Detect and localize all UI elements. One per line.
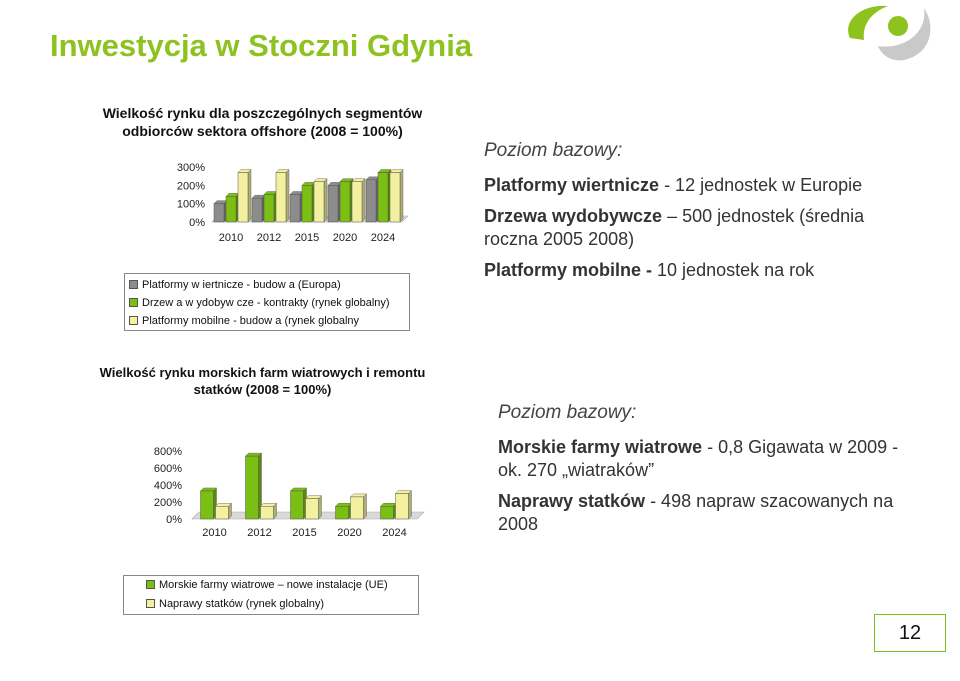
company-logo-icon (848, 5, 931, 61)
y-tick-label: 200% (154, 497, 182, 509)
legend-item: Platformy mobilne - budow a (rynek globa… (129, 315, 359, 327)
bar (290, 490, 304, 520)
bar (225, 196, 237, 223)
x-tick-label: 2024 (371, 232, 395, 244)
side1-item-3: Platformy mobilne - 10 jednostek na rok (484, 260, 815, 280)
bar (395, 493, 409, 520)
y-tick-label: 800% (154, 446, 182, 458)
bar (237, 172, 249, 223)
x-tick-label: 2020 (333, 232, 357, 244)
y-tick-label: 200% (177, 180, 205, 192)
bar-side (285, 169, 290, 223)
y-tick-label: 300% (177, 162, 205, 174)
bar-top (215, 503, 232, 507)
bar (327, 185, 339, 223)
side1-item-2: Drzewa wydobywcze – 500 jednostek (średn… (484, 206, 865, 249)
bar (350, 496, 364, 520)
legend-swatch (129, 316, 138, 325)
bar (251, 197, 263, 223)
legend-item: Morskie farmy wiatrowe – nowe instalacje… (146, 579, 388, 591)
bar (377, 172, 389, 223)
legend-swatch (129, 298, 138, 307)
bar (289, 194, 301, 223)
bar (305, 498, 319, 520)
bar-side (318, 495, 322, 520)
bar (213, 203, 225, 223)
legend-swatch (129, 280, 138, 289)
legend-label: Platformy mobilne - budow a (rynek globa… (142, 315, 360, 327)
legend-label: Morskie farmy wiatrowe – nowe instalacje… (159, 579, 388, 591)
y-tick-label: 100% (177, 199, 205, 211)
chart1-title: Wielkość rynku dla poszczególnych segmen… (102, 105, 423, 139)
bar (335, 506, 349, 520)
bar (215, 506, 229, 520)
chart2-legend: Morskie farmy wiatrowe – nowe instalacje… (123, 575, 419, 615)
chart2-title: Wielkość rynku morskich farm wiatrowych … (99, 365, 426, 397)
page-number: 12 (874, 614, 946, 652)
bar (339, 181, 351, 223)
bar (351, 181, 363, 223)
side2-heading: Poziom bazowy: (498, 402, 637, 423)
x-tick-label: 2015 (292, 527, 316, 539)
bar-top (305, 495, 322, 499)
legend-label: Naprawy statków (rynek globalny) (159, 598, 325, 610)
bar (380, 506, 394, 520)
x-tick-label: 2010 (219, 232, 243, 244)
bar (263, 194, 275, 223)
y-tick-label: 0% (166, 514, 182, 526)
legend-swatch (146, 580, 155, 589)
y-tick-label: 600% (154, 463, 182, 475)
legend-item: Drzew a w ydobyw cze - kontrakty (rynek … (129, 297, 390, 309)
x-tick-label: 2020 (337, 527, 361, 539)
slide-title: Inwestycja w Stoczni Gdynia (50, 28, 473, 63)
legend-label: Drzew a w ydobyw cze - kontrakty (rynek … (142, 297, 390, 309)
side2-item-1: Morskie farmy wiatrowe - 0,8 Gigawata w … (498, 437, 899, 480)
legend-label: Platformy w iertnicze - budow a (Europa) (142, 279, 341, 291)
bar-side (363, 493, 367, 520)
bar-top (350, 493, 367, 498)
bar-top (290, 487, 307, 492)
bar (365, 179, 377, 223)
bar-side (361, 178, 366, 223)
bar-top (335, 503, 352, 507)
bar-top (260, 503, 277, 507)
x-tick-label: 2012 (247, 527, 271, 539)
chart1-offshore-segments: 300% 200% 100% 0% 2010 2012 2015 2020 2024 (177, 162, 409, 244)
bar-side (323, 178, 328, 223)
bar (245, 455, 259, 520)
bar (313, 181, 325, 223)
y-tick-label: 0% (189, 217, 205, 229)
side-text-2: Poziom bazowy: Morskie farmy wiatrowe - … (498, 402, 918, 536)
x-tick-label: 2024 (382, 527, 406, 539)
x-tick-label: 2015 (295, 232, 319, 244)
y-tick-label: 400% (154, 480, 182, 492)
bar-top (380, 503, 397, 507)
x-tick-label: 2012 (257, 232, 281, 244)
bar (389, 172, 401, 223)
bar-top (395, 490, 412, 494)
side1-heading: Poziom bazowy: (484, 140, 623, 161)
bar (275, 172, 287, 223)
bar (301, 185, 313, 223)
bar (260, 506, 274, 520)
bar-top (200, 487, 217, 492)
side-text-1: Poziom bazowy: Platformy wiertnicze - 12… (484, 140, 904, 282)
bar-side (408, 490, 412, 520)
legend-item: Platformy w iertnicze - budow a (Europa) (129, 279, 341, 291)
side1-item-1: Platformy wiertnicze - 12 jednostek w Eu… (484, 175, 863, 195)
x-tick-label: 2010 (202, 527, 226, 539)
bar-side (399, 169, 404, 223)
bar-top (245, 452, 262, 457)
side2-item-2: Naprawy statków - 498 napraw szacowanych… (498, 491, 894, 534)
legend-item: Naprawy statków (rynek globalny) (146, 598, 324, 610)
chart2-wind-farms-repairs: 800% 600% 400% 200% 0% 2010 2012 2015 2020 2024 (154, 446, 425, 539)
chart1-legend: Platformy w iertnicze - budow a (Europa)… (124, 273, 410, 331)
legend-swatch (146, 599, 155, 608)
bar (200, 490, 214, 520)
bar-side (247, 169, 252, 223)
